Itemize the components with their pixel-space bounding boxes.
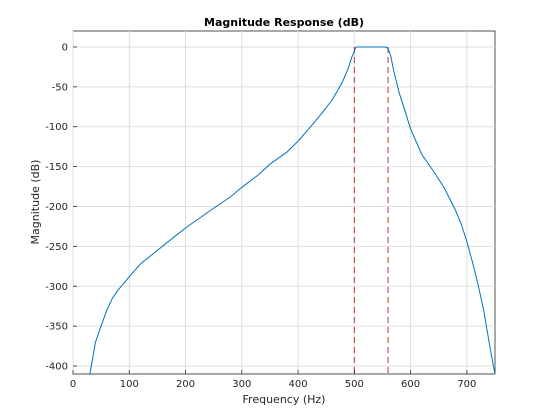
y-tick-label: -350 <box>45 322 68 333</box>
y-tick-label: -400 <box>45 362 68 373</box>
y-tick-label: -150 <box>45 162 68 173</box>
chart-title: Magnitude Response (dB) <box>204 16 364 29</box>
x-tick-label: 200 <box>176 379 195 390</box>
x-tick-label: 500 <box>345 379 364 390</box>
magnitude-response-line <box>89 46 496 375</box>
y-tick-label: -250 <box>45 242 68 253</box>
x-tick-label: 600 <box>401 379 420 390</box>
x-tick-label: 100 <box>120 379 139 390</box>
y-tick-label: -100 <box>45 122 68 133</box>
x-tick-label: 0 <box>70 379 76 390</box>
y-tick-label: -50 <box>52 82 68 93</box>
x-axis-label: Frequency (Hz) <box>243 393 326 406</box>
series-layer <box>89 46 496 375</box>
band-edge-markers <box>353 46 389 374</box>
y-tick-label: 0 <box>62 42 68 53</box>
y-tick-label: -200 <box>45 202 68 213</box>
y-tick-label: -300 <box>45 282 68 293</box>
plot-area <box>72 30 496 375</box>
x-tick-label: 400 <box>289 379 308 390</box>
x-tick-label: 300 <box>232 379 251 390</box>
x-tick-label: 700 <box>457 379 476 390</box>
y-axis-label: Magnitude (dB) <box>29 160 42 245</box>
tick-layer: 0 100 200 300 400 500 600 700 0 -50 -100 -150 -200 -2… <box>45 42 476 390</box>
